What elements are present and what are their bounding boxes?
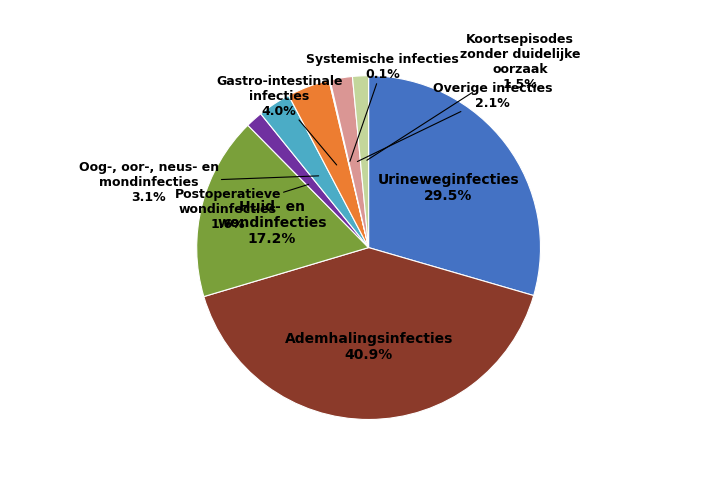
Wedge shape: [330, 76, 369, 248]
Text: Huid- en
wondinfecties
17.2%: Huid- en wondinfecties 17.2%: [217, 200, 327, 246]
Wedge shape: [289, 80, 369, 248]
Text: Ademhalingsinfecties
40.9%: Ademhalingsinfecties 40.9%: [284, 332, 453, 362]
Wedge shape: [197, 125, 369, 296]
Text: Gastro-intestinale
infecties
4.0%: Gastro-intestinale infecties 4.0%: [216, 75, 343, 165]
Wedge shape: [352, 76, 369, 248]
Text: Oog-, oor-, neus- en
mondinfecties
3.1%: Oog-, oor-, neus- en mondinfecties 3.1%: [78, 161, 319, 204]
Text: Koortsepisodes
zonder duidelijke
oorzaak
1.5%: Koortsepisodes zonder duidelijke oorzaak…: [367, 33, 580, 160]
Wedge shape: [204, 248, 534, 420]
Wedge shape: [369, 76, 541, 295]
Text: Systemische infecties
0.1%: Systemische infecties 0.1%: [306, 53, 459, 161]
Text: Urineweginfecties
29.5%: Urineweginfecties 29.5%: [377, 173, 519, 203]
Wedge shape: [261, 96, 369, 248]
Wedge shape: [248, 114, 369, 248]
Text: Postoperatieve
wondinfecties
1.6%: Postoperatieve wondinfecties 1.6%: [174, 185, 309, 231]
Wedge shape: [329, 80, 369, 248]
Text: Overige infecties
2.1%: Overige infecties 2.1%: [357, 82, 552, 162]
